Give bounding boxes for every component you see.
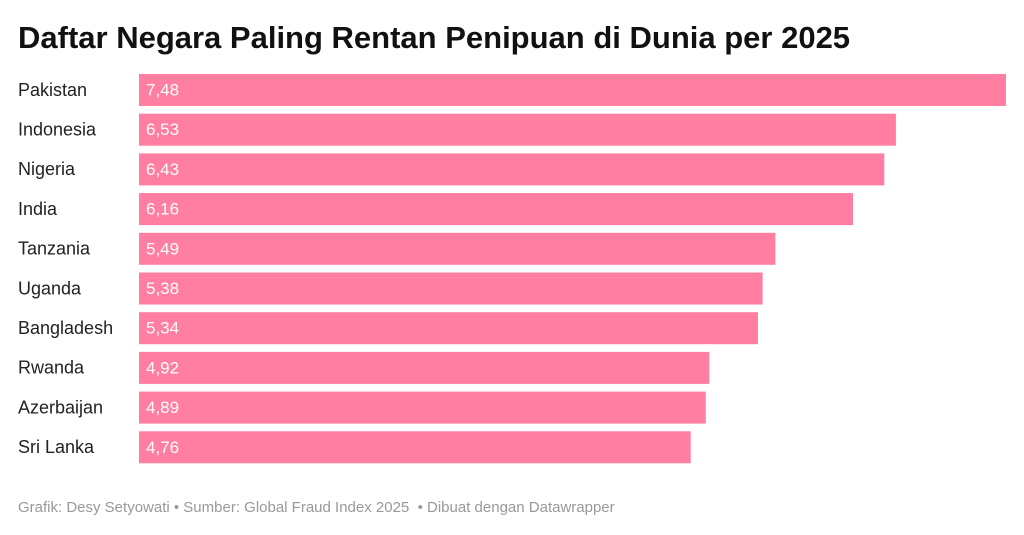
- footer-notes: Grafik: Desy Setyowati • Sumber: Global …: [18, 499, 615, 516]
- category-label: India: [18, 199, 58, 219]
- bar: [139, 431, 691, 464]
- value-label: 5,49: [146, 239, 179, 258]
- value-label: 6,43: [146, 160, 179, 179]
- value-label: 4,76: [146, 438, 179, 457]
- category-label: Rwanda: [18, 358, 85, 378]
- bar: [139, 74, 1006, 106]
- category-label: Sri Lanka: [18, 437, 95, 457]
- chart-title: Daftar Negara Paling Rentan Penipuan di …: [18, 20, 850, 55]
- category-label: Uganda: [18, 278, 82, 298]
- value-label: 4,92: [146, 358, 179, 377]
- category-label: Azerbaijan: [18, 397, 103, 417]
- value-label: 5,34: [146, 319, 179, 338]
- category-label: Pakistan: [18, 80, 87, 100]
- category-label: Nigeria: [18, 159, 76, 179]
- category-label: Bangladesh: [18, 318, 113, 338]
- value-label: 6,16: [146, 200, 179, 219]
- value-label: 7,48: [146, 80, 179, 99]
- bar: [139, 153, 885, 186]
- bar: [139, 312, 758, 345]
- category-label: Tanzania: [18, 239, 91, 259]
- category-label: Indonesia: [18, 119, 97, 139]
- value-label: 5,38: [146, 279, 179, 298]
- value-label: 4,89: [146, 398, 179, 417]
- bar: [139, 232, 776, 265]
- bar: [139, 193, 853, 226]
- bar: [139, 391, 706, 424]
- value-label: 6,53: [146, 120, 179, 139]
- bar: [139, 113, 896, 146]
- bar: [139, 272, 763, 305]
- bar: [139, 351, 710, 384]
